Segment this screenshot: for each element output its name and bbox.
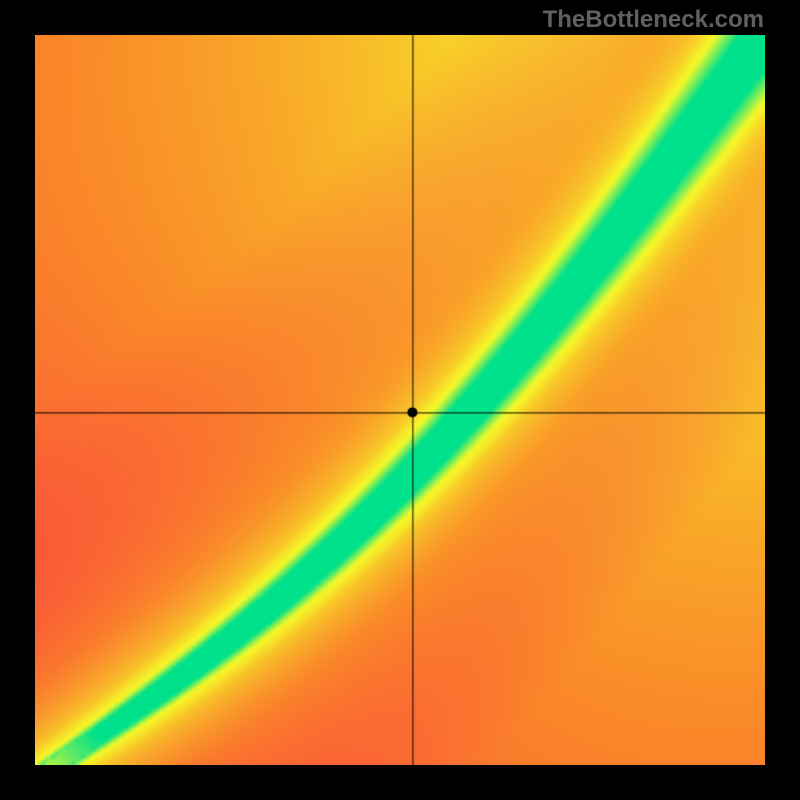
heatmap-canvas xyxy=(35,35,765,765)
watermark-text: TheBottleneck.com xyxy=(543,6,764,34)
